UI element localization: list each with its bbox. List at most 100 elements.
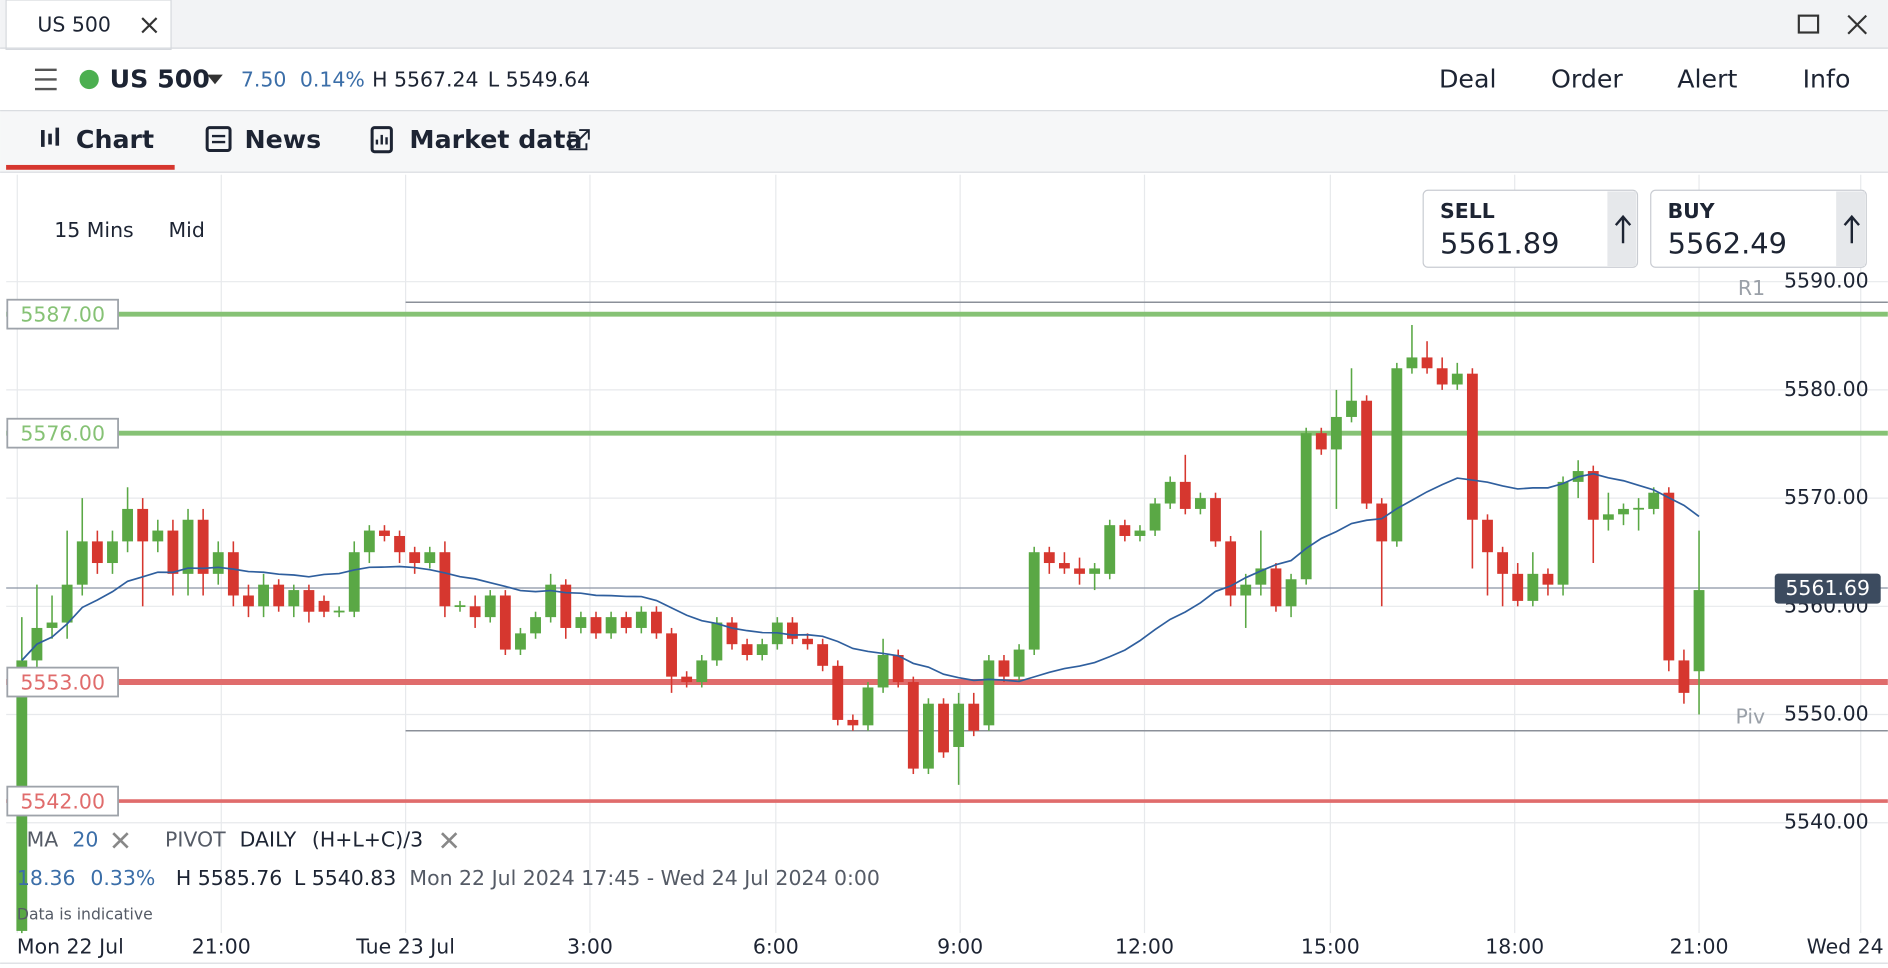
candle-body [1587, 471, 1599, 520]
candle-body [394, 535, 405, 553]
candle-body [1421, 357, 1433, 369]
y-tick-label: 5540.00 [1784, 810, 1869, 834]
candle-body [1058, 563, 1070, 569]
candle-body [439, 552, 451, 607]
candle-body [273, 584, 285, 607]
interval[interactable]: 15 Mins [54, 218, 133, 242]
tab-bar [0, 0, 1888, 49]
candle-body [696, 660, 708, 683]
tab-chart[interactable]: Chart [76, 125, 154, 154]
candle-body [1194, 498, 1206, 509]
candle-body [46, 622, 58, 628]
candle-body [409, 552, 421, 564]
pivot-label: PIVOT [165, 827, 226, 851]
ma-period: 20 [72, 827, 98, 851]
candle-body [620, 617, 632, 628]
summary-low: L 5540.83 [294, 866, 396, 890]
candle-body [666, 633, 677, 677]
remove-pivot[interactable] [441, 832, 458, 849]
y-tick-label: 5570.00 [1784, 485, 1869, 509]
pivot-period: DAILY [240, 827, 297, 851]
ma-label: MA [27, 827, 59, 851]
y-tick-label: 5580.00 [1784, 377, 1869, 401]
x-tick-label: 6:00 [753, 935, 799, 959]
candle-body [1602, 514, 1614, 520]
candle-body [379, 530, 390, 536]
level-label: 5553.00 [20, 670, 105, 694]
close-window[interactable] [1847, 14, 1868, 35]
candle-body [862, 687, 874, 726]
chart-icon [41, 127, 60, 147]
candle-body [787, 622, 798, 639]
window-tab[interactable] [5, 0, 172, 50]
candle-body [424, 552, 436, 564]
candle-body [907, 682, 919, 769]
close-tab[interactable] [141, 17, 158, 34]
candle-body [1618, 508, 1629, 515]
tab-market-data[interactable]: Market data [409, 125, 582, 154]
change: 7.50 [241, 68, 287, 92]
candle-body [817, 644, 829, 666]
candle-body [333, 610, 345, 613]
candle-body [590, 617, 602, 634]
candle-body [1134, 530, 1146, 536]
candle-body [1678, 660, 1690, 693]
candle-body [1089, 568, 1101, 574]
buy-price: 5562.49 [1668, 227, 1787, 261]
action-button[interactable]: Info [1803, 65, 1851, 94]
candle-body [998, 660, 1010, 677]
candle-body [1300, 433, 1312, 580]
price-type[interactable]: Mid [169, 218, 205, 242]
candle-body [212, 552, 224, 574]
candle-body [1391, 368, 1403, 542]
candle-body [1633, 507, 1645, 510]
candle-body [605, 617, 617, 634]
candle-body [107, 541, 118, 564]
candle-body [545, 584, 557, 618]
candle-body [1164, 481, 1176, 504]
candle-body [1330, 416, 1342, 450]
candle-body [530, 617, 541, 634]
candle-body [469, 606, 481, 618]
summary-change-pct: 0.33% [90, 866, 155, 890]
action-button[interactable]: Alert [1677, 65, 1737, 94]
buy-box[interactable] [1650, 189, 1867, 268]
candle-body [726, 622, 738, 645]
candle-body [61, 584, 73, 623]
candle-body [348, 552, 360, 612]
news-icon [205, 126, 232, 153]
sell-box[interactable] [1422, 189, 1639, 268]
candle-body [1557, 481, 1569, 585]
sell-price: 5561.89 [1440, 227, 1559, 261]
tab-news[interactable]: News [244, 125, 321, 154]
candle-body [303, 590, 315, 612]
market-data-icon [370, 126, 393, 154]
action-button[interactable]: Order [1551, 65, 1623, 94]
action-button[interactable]: Deal [1439, 65, 1497, 94]
candle-body [953, 703, 965, 747]
candle-body [197, 519, 209, 574]
candle-body [243, 595, 254, 607]
level-label-box [6, 417, 119, 449]
external-link[interactable] [568, 129, 590, 151]
candle-body [1527, 573, 1539, 601]
candle-body [122, 508, 134, 542]
last-price-label: 5561.69 [1785, 576, 1870, 600]
instrument-dropdown[interactable] [207, 74, 223, 85]
maximize[interactable] [1797, 14, 1820, 34]
candle-body [1376, 503, 1388, 542]
candle-body [1361, 400, 1373, 504]
menu[interactable] [34, 68, 57, 91]
candle-body [484, 595, 496, 618]
level-label-box [6, 298, 119, 330]
x-tick-label: Tue 23 Jul [355, 935, 455, 959]
candle-body [91, 541, 103, 564]
remove-ma[interactable] [112, 832, 129, 849]
candle-body [1285, 579, 1297, 607]
instrument[interactable]: US 500 [110, 65, 210, 94]
candle-body [575, 617, 587, 628]
candle-body [1346, 400, 1357, 417]
candle-body [227, 552, 239, 596]
plot-area [6, 174, 1888, 934]
candle-body [137, 508, 149, 542]
